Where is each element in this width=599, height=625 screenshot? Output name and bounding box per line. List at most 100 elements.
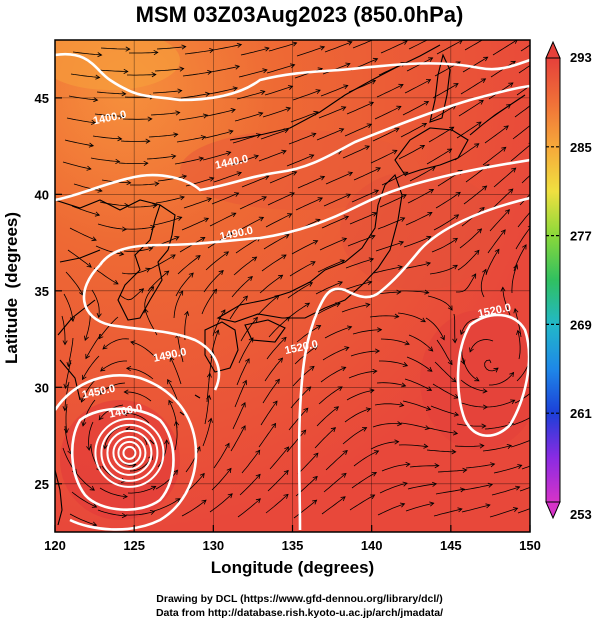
streamline-arrow [428, 57, 434, 62]
streamline [268, 42, 297, 52]
streamline-arrow [368, 257, 375, 263]
streamline-arrow [372, 57, 379, 63]
korea-coastline [117, 204, 176, 321]
streamline-arrow [138, 288, 145, 294]
typhoon-ring [122, 445, 137, 460]
streamline-arrow [394, 313, 400, 319]
streamline [264, 85, 293, 96]
streamline-arrow [179, 195, 185, 201]
streamline [370, 441, 399, 450]
streamline-arrow [86, 165, 92, 171]
streamline [184, 49, 214, 55]
streamline-arrow [317, 197, 323, 202]
streamline [348, 370, 377, 379]
streamline-arrow [494, 248, 500, 254]
streamline [154, 68, 184, 72]
streamline-arrow [94, 211, 101, 217]
streamline-arrow [402, 362, 409, 367]
streamline [318, 386, 343, 405]
streamline [259, 274, 283, 294]
streamline [170, 357, 182, 385]
streamline [320, 85, 348, 97]
streamline-arrow [304, 302, 311, 308]
streamline-arrow [90, 119, 97, 125]
streamline-arrow [500, 286, 506, 292]
streamline [521, 174, 530, 184]
streamline [118, 162, 148, 164]
streamline [400, 123, 427, 138]
streamline-arrow [168, 399, 174, 406]
streamline [454, 143, 480, 161]
streamline [156, 46, 186, 50]
streamline-arrow [476, 121, 482, 127]
streamline-arrow [399, 402, 405, 408]
streamline-arrow [538, 57, 543, 61]
streamline [71, 205, 100, 216]
streamline [157, 440, 168, 468]
streamline-arrow [316, 325, 322, 330]
streamline-arrow [503, 125, 509, 131]
streamline [399, 290, 429, 294]
streamline [404, 378, 432, 391]
streamline [380, 40, 408, 54]
streamline [436, 339, 453, 365]
streamline-arrow [82, 374, 87, 381]
streamline [489, 507, 518, 518]
streamline [352, 40, 374, 49]
typhoon-ring [112, 435, 147, 470]
streamline-arrow [512, 40, 518, 44]
streamline [462, 357, 480, 382]
x-axis-ticks: 120 125 130 135 140 145 150 [44, 525, 541, 553]
streamline [73, 469, 95, 491]
streamline [425, 317, 445, 340]
streamline-arrow [164, 270, 170, 276]
streamline-arrow [482, 185, 488, 191]
streamline-arrow [341, 366, 347, 372]
streamline-arrow [478, 99, 484, 105]
streamline [261, 254, 287, 272]
streamline-arrow [258, 216, 265, 222]
streamline [212, 44, 242, 51]
streamline [209, 493, 233, 513]
streamline [381, 171, 408, 186]
streamline-arrow [179, 66, 185, 72]
streamline-arrow [278, 274, 284, 280]
streamline [260, 129, 289, 140]
streamline [379, 194, 407, 208]
streamline [398, 444, 428, 447]
streamline-arrow [515, 485, 521, 491]
streamline-arrow [490, 462, 496, 468]
streamline [379, 360, 408, 367]
colorbar-tick-label: 285 [570, 140, 592, 155]
streamline-arrow [428, 188, 435, 194]
streamline [431, 238, 458, 253]
streamline [67, 337, 74, 367]
streamline [296, 46, 325, 57]
streamline [237, 217, 264, 232]
sakhalin-coastline [429, 53, 451, 123]
streamline [514, 105, 530, 118]
streamline-arrow [62, 340, 68, 346]
streamline [434, 361, 457, 383]
streamline [257, 294, 280, 316]
streamline [232, 134, 261, 144]
streamline [99, 201, 129, 207]
streamline-arrow [206, 197, 212, 203]
streamline [126, 367, 154, 380]
typhoon-ring [100, 423, 159, 482]
streamline [65, 403, 68, 433]
streamline [377, 503, 405, 516]
streamline [84, 311, 91, 341]
streamline [173, 290, 184, 319]
streamline-arrow [540, 502, 545, 506]
y-tick-label: 45 [35, 91, 49, 106]
streamline-arrow [234, 192, 240, 197]
streamline-arrow [130, 340, 136, 346]
streamline [266, 337, 287, 360]
streamline [426, 148, 452, 165]
streamline-arrow [312, 240, 319, 245]
streamline-arrow [455, 191, 461, 197]
y-tick-label: 35 [35, 284, 49, 299]
contour-1520-low [456, 313, 530, 437]
x-tick-label: 120 [44, 538, 66, 553]
